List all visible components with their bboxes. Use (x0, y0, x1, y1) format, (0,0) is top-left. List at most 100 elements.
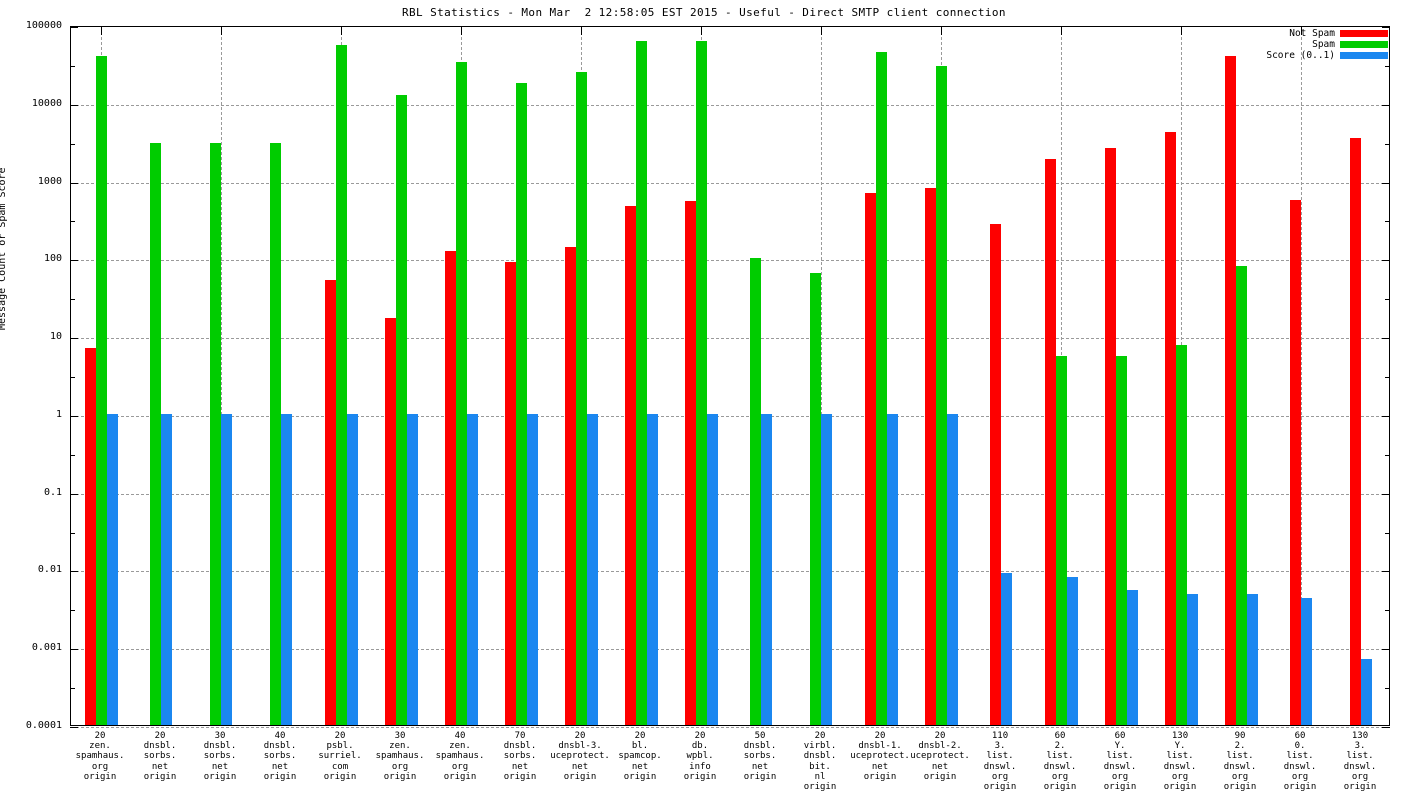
legend-label-spam: Spam (1312, 39, 1335, 50)
y-tick-label: 0.001 (31, 642, 62, 654)
y-tick (70, 104, 78, 106)
bar (346, 413, 358, 725)
bar (221, 413, 232, 725)
y-tick (70, 493, 78, 495)
bar (624, 206, 636, 725)
bar (1361, 659, 1372, 725)
bar (635, 41, 647, 725)
bar (161, 413, 172, 725)
x-tick-top (701, 26, 702, 35)
bar (106, 413, 118, 725)
y-tick-right (1382, 571, 1390, 573)
legend-label-score: Score (0..1) (1266, 50, 1335, 61)
x-category-label: 110 3. list. dnswl. org origin (983, 731, 1017, 792)
y-tick-minor (70, 454, 75, 456)
legend-swatch-not-spam (1340, 30, 1388, 37)
bar (706, 413, 718, 725)
y-tick-label: 0.01 (37, 564, 62, 576)
x-tick-top (821, 26, 822, 35)
bar (210, 143, 221, 725)
y-tick-minor-right (1385, 143, 1390, 145)
x-tick-top (941, 26, 942, 35)
y-tick-label: 0.0001 (25, 720, 62, 731)
y-tick-right (1382, 27, 1390, 28)
y-tick (70, 338, 78, 340)
y-tick (70, 649, 78, 651)
x-tick-top (221, 26, 222, 35)
bar (1055, 356, 1067, 725)
y-tick-minor (70, 299, 75, 301)
y-tick-right (1382, 182, 1390, 184)
x-category-label: 20 dnsbl-2. uceprotect. net origin (910, 731, 970, 782)
bar (515, 82, 527, 725)
legend-swatch-score (1340, 52, 1388, 59)
bar (575, 71, 587, 725)
y-tick (70, 182, 78, 184)
bar (646, 413, 658, 725)
y-tick-label: 100000 (25, 20, 62, 31)
y-tick-right (1382, 415, 1390, 417)
bar (864, 192, 876, 725)
bar (406, 413, 418, 725)
y-tick-minor (70, 221, 75, 223)
bar (526, 413, 538, 725)
bar (946, 413, 958, 725)
y-tick-label: 10000 (31, 97, 62, 109)
bar (395, 95, 407, 725)
y-tick-right (1382, 493, 1390, 495)
x-category-label: 60 0. list. dnswl. org origin (1283, 731, 1317, 792)
y-tick-minor (70, 377, 75, 378)
y-tick (70, 727, 78, 728)
y-tick (70, 571, 78, 573)
x-tick-top (1181, 26, 1182, 35)
bar (1066, 576, 1078, 725)
bar (761, 413, 772, 725)
y-tick-minor (70, 65, 75, 67)
bar (1115, 356, 1127, 725)
legend-swatch-spam (1340, 41, 1388, 48)
bar (1104, 148, 1116, 725)
y-tick-minor (70, 143, 75, 145)
chart-title: RBL Statistics - Mon Mar 2 12:58:05 EST … (402, 6, 1006, 19)
gridline (71, 415, 1389, 417)
bar (150, 143, 161, 725)
gridline (71, 493, 1389, 495)
x-category-label: 130 Y. list. dnswl. org origin (1163, 731, 1197, 792)
y-tick (70, 415, 78, 417)
y-tick-right (1382, 727, 1390, 728)
gridline (71, 338, 1389, 340)
y-tick-right (1382, 260, 1390, 262)
y-tick-right (1382, 104, 1390, 106)
x-tick-top (101, 26, 102, 35)
bar (924, 188, 936, 725)
y-tick-minor-right (1385, 688, 1390, 690)
legend-label-not-spam: Not Spam (1289, 28, 1335, 39)
bar (886, 413, 898, 725)
y-tick-label: 1000 (37, 175, 62, 187)
y-tick (70, 27, 78, 28)
gridline (71, 260, 1389, 262)
y-tick-label: 10 (49, 331, 62, 343)
x-category-label: 20 dnsbl-1. uceprotect. net origin (850, 731, 910, 782)
x-category-label: 20 zen. spamhaus. org origin (75, 731, 125, 782)
vertical-gridline (221, 27, 222, 725)
y-tick-minor-right (1385, 532, 1390, 534)
x-category-label: 30 dnsbl. sorbs. net origin (203, 731, 237, 782)
x-tick-top (1301, 26, 1302, 35)
y-tick-minor-right (1385, 610, 1390, 612)
x-category-label: 20 dnsbl. sorbs. net origin (143, 731, 177, 782)
bar (466, 413, 478, 725)
bar (270, 143, 281, 725)
bar (1246, 594, 1258, 725)
legend-item-score: Score (0..1) (1232, 50, 1388, 61)
y-tick-minor-right (1385, 454, 1390, 456)
bar (384, 318, 396, 725)
y-tick-label: 100 (43, 253, 62, 265)
bar (1235, 265, 1247, 725)
bar (335, 45, 347, 725)
bar (810, 272, 821, 725)
bar (586, 413, 598, 725)
bar (1044, 158, 1056, 725)
x-tick-top (1061, 26, 1062, 35)
bar (564, 246, 576, 725)
